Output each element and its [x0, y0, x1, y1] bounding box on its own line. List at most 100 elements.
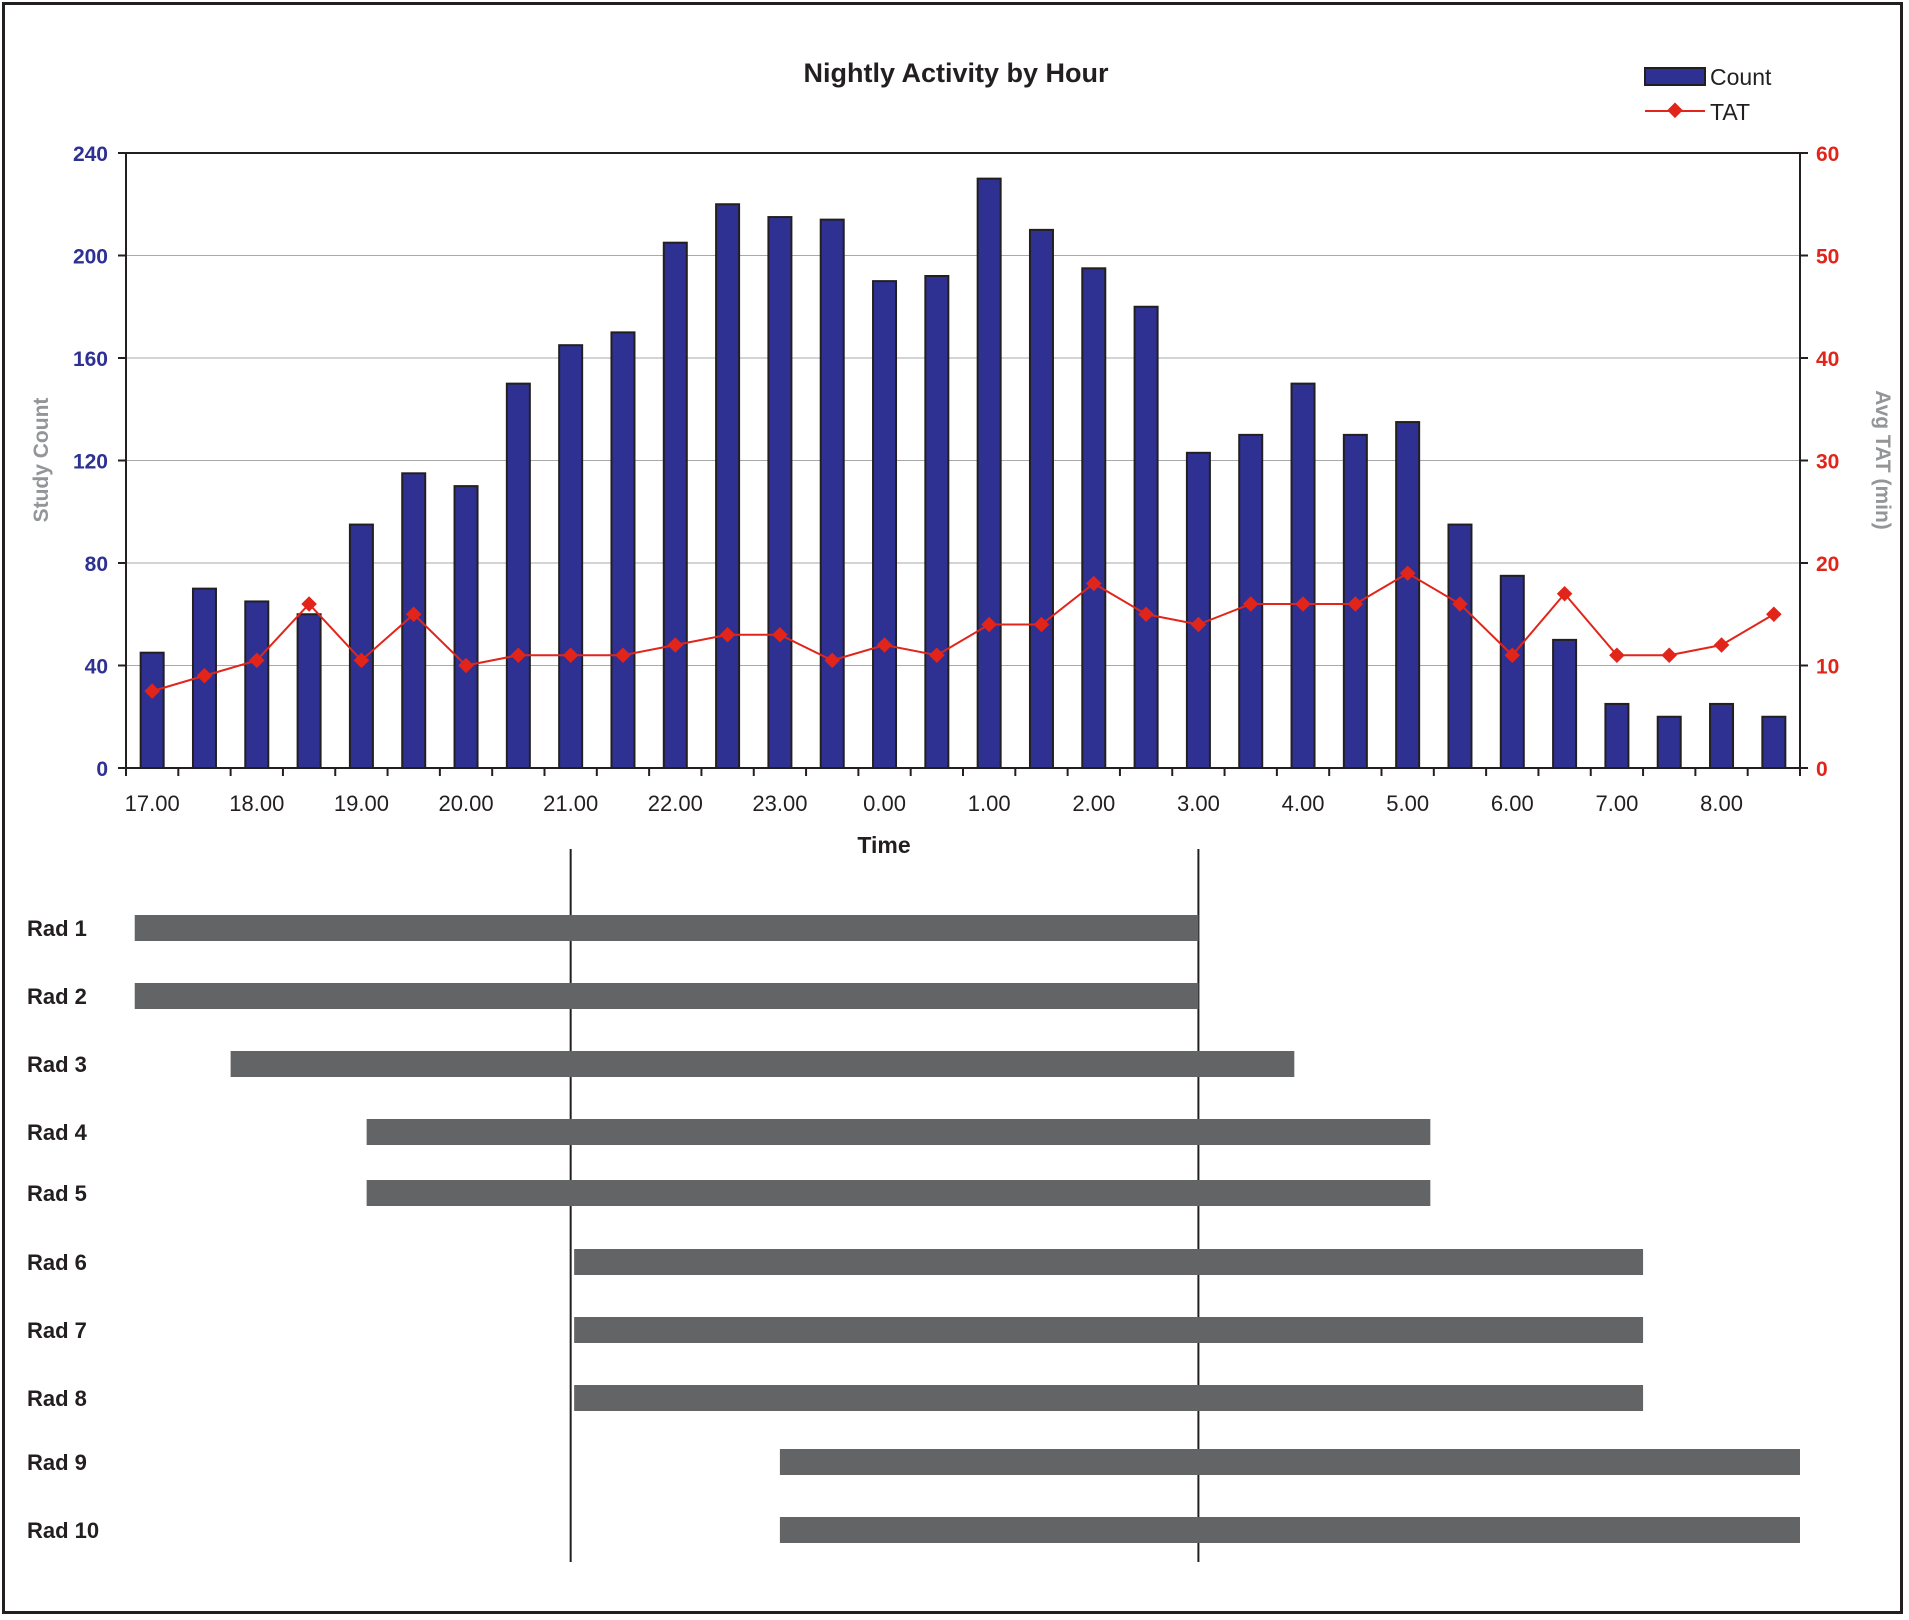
tat-marker [1138, 606, 1154, 623]
schedule-row-label: Rad 2 [27, 984, 87, 1009]
count-bar [244, 600, 270, 769]
schedule-bar [134, 915, 1199, 941]
count-bar [1709, 702, 1735, 769]
count-bar [1185, 451, 1211, 769]
x-axis-label: Time [857, 832, 910, 858]
tat-line [151, 572, 1775, 693]
left-tick-label: 0 [96, 758, 108, 781]
count-bar [1447, 523, 1473, 769]
x-axis-ticks: 17.00 18.00 19.00 20.00 21.00 22.00 23.00 0.00 1… [125, 768, 1801, 816]
right-tick-label: 40 [1816, 348, 1839, 371]
tat-marker [1295, 596, 1311, 612]
schedule-row-label: Rad 3 [27, 1052, 87, 1077]
right-tick-label: 60 [1816, 143, 1839, 166]
x-tick-label: 17.00 [125, 791, 180, 816]
schedule-row-label: Rad 4 [27, 1120, 88, 1145]
radiologist-schedule: Rad 1 Rad 2 Rad 3 Rad 4 Rad 5 Rad 6 Rad 7 Rad 8… [27, 849, 1800, 1562]
schedule-bar [230, 1051, 1295, 1077]
count-bar [1499, 574, 1525, 769]
x-tick-label: 22.00 [648, 791, 703, 816]
legend-count-label: Count [1710, 64, 1772, 90]
tat-marker [1347, 596, 1364, 612]
tat-marker [1452, 596, 1468, 612]
left-tick-label: 80 [85, 553, 108, 576]
tat-marker [615, 647, 631, 664]
x-tick-label: 20.00 [439, 791, 494, 816]
tat-marker [1766, 606, 1782, 623]
tat-marker [144, 683, 160, 699]
tat-marker [772, 626, 788, 643]
count-bar [296, 613, 322, 769]
count-bar [348, 523, 374, 769]
right-tick-label: 50 [1816, 246, 1839, 269]
tat-marker [196, 667, 213, 684]
left-axis-label: Study Count [30, 398, 53, 523]
count-bar [610, 331, 636, 769]
tat-marker [981, 616, 997, 633]
tat-series [144, 565, 1782, 699]
left-axis: 0 40 80 120 160 200 240 [73, 143, 126, 781]
tat-marker [1190, 616, 1207, 633]
x-tick-label: 18.00 [229, 791, 284, 816]
schedule-bar [574, 1385, 1644, 1411]
tat-marker [1242, 596, 1259, 612]
right-axis: 0 10 20 30 40 50 60 [1800, 143, 1839, 781]
x-tick-label: 6.00 [1491, 791, 1534, 816]
count-bar [715, 203, 741, 769]
schedule-bar [134, 983, 1199, 1009]
right-axis-label: Avg TAT (min) [1871, 390, 1894, 530]
schedule-row-label: Rad 1 [27, 916, 87, 941]
schedule-row-label: Rad 6 [27, 1250, 87, 1275]
left-tick-label: 200 [73, 246, 108, 269]
count-bar [662, 241, 688, 769]
tat-marker [929, 647, 945, 664]
tat-marker [1399, 565, 1416, 582]
grid-lines [126, 255, 1800, 666]
count-bar [453, 485, 479, 769]
count-bar [1604, 702, 1630, 769]
schedule-bar [574, 1317, 1644, 1343]
count-bar [558, 344, 584, 769]
x-tick-label: 4.00 [1282, 791, 1325, 816]
x-tick-label: 21.00 [543, 791, 598, 816]
tat-marker [876, 637, 893, 653]
right-tick-label: 20 [1816, 553, 1839, 576]
count-bar [1656, 715, 1682, 769]
count-bar [924, 275, 950, 769]
schedule-row-label: Rad 9 [27, 1450, 87, 1475]
schedule-bar [779, 1517, 1800, 1543]
x-tick-label: 3.00 [1177, 791, 1220, 816]
tat-marker [1661, 647, 1677, 664]
count-bar [976, 177, 1002, 769]
tat-marker [1609, 647, 1625, 664]
right-tick-label: 30 [1816, 451, 1839, 474]
count-bar [1133, 305, 1159, 769]
legend-count-swatch [1644, 67, 1706, 86]
count-bar [819, 218, 845, 769]
legend-tat-label: TAT [1710, 99, 1750, 125]
tat-marker [719, 626, 736, 643]
x-tick-label: 2.00 [1072, 791, 1115, 816]
count-bar [1081, 267, 1107, 769]
count-bar [1028, 228, 1054, 769]
x-tick-label: 19.00 [334, 791, 389, 816]
left-tick-label: 120 [73, 451, 108, 474]
schedule-bar [366, 1180, 1431, 1206]
schedule-bar [366, 1119, 1431, 1145]
tat-marker [1033, 616, 1050, 633]
schedule-row-label: Rad 8 [27, 1386, 87, 1411]
schedule-bar [779, 1449, 1800, 1475]
legend: Count TAT [1644, 64, 1772, 125]
x-tick-label: 5.00 [1386, 791, 1429, 816]
tat-marker [1556, 585, 1573, 602]
count-bar [505, 382, 531, 769]
count-bar [1395, 421, 1421, 769]
schedule-row-label: Rad 10 [27, 1518, 99, 1543]
x-tick-label: 1.00 [968, 791, 1011, 816]
chart-title: Nightly Activity by Hour [803, 58, 1109, 88]
x-tick-label: 23.00 [752, 791, 807, 816]
count-bar [1290, 382, 1316, 769]
tat-marker [1086, 575, 1102, 592]
